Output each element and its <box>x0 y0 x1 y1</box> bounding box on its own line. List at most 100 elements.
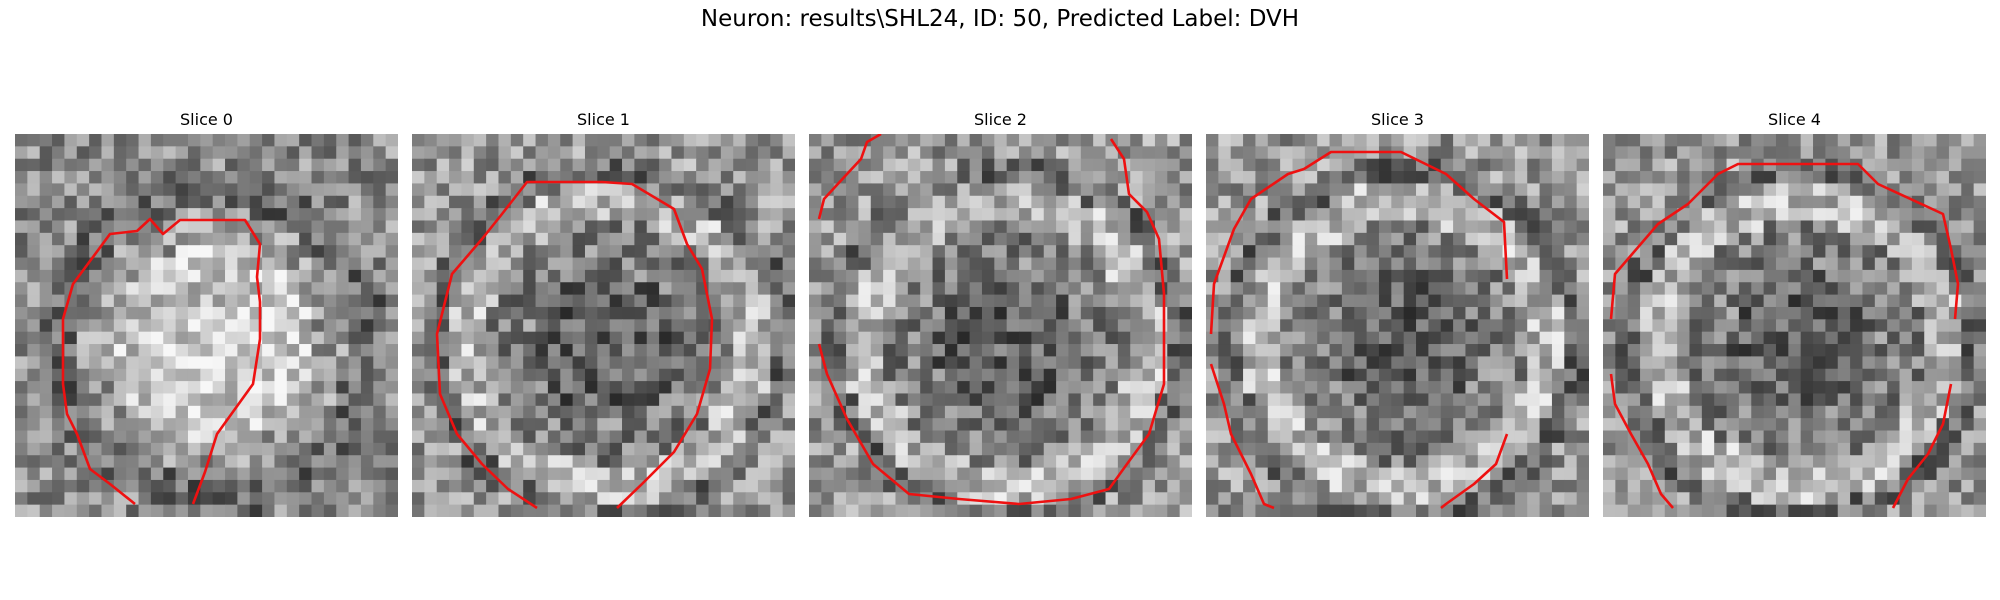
image-pixel <box>1391 245 1405 259</box>
image-pixel <box>907 183 921 197</box>
image-pixel <box>1775 232 1789 246</box>
image-pixel <box>1317 455 1331 469</box>
image-pixel <box>1899 294 1913 308</box>
image-pixel <box>1317 208 1331 222</box>
image-pixel <box>1117 504 1131 517</box>
image-pixel <box>1738 195 1752 209</box>
image-pixel <box>770 356 784 370</box>
image-pixel <box>1874 356 1888 370</box>
image-pixel <box>1105 245 1119 259</box>
image-pixel <box>1142 158 1156 172</box>
image-pixel <box>1366 430 1380 444</box>
image-pixel <box>1043 282 1057 296</box>
image-pixel <box>1874 294 1888 308</box>
image-pixel <box>126 418 140 432</box>
image-pixel <box>385 430 398 444</box>
image-pixel <box>1603 245 1616 259</box>
image-pixel <box>1726 134 1740 147</box>
image-pixel <box>720 245 734 259</box>
image-pixel <box>969 442 983 456</box>
image-pixel <box>1924 269 1938 283</box>
image-pixel <box>1440 467 1454 481</box>
image-pixel <box>385 418 398 432</box>
image-pixel <box>1056 405 1070 419</box>
image-pixel <box>1280 158 1294 172</box>
image-pixel <box>1973 269 1986 283</box>
image-pixel <box>1551 405 1565 419</box>
image-pixel <box>1664 455 1678 469</box>
image-pixel <box>163 208 177 222</box>
image-pixel <box>907 405 921 419</box>
image-pixel <box>1117 430 1131 444</box>
image-pixel <box>76 306 90 320</box>
image-pixel <box>1142 134 1156 147</box>
image-pixel <box>436 492 450 506</box>
image-pixel <box>671 381 685 395</box>
image-pixel <box>1689 393 1703 407</box>
image-pixel <box>101 368 115 382</box>
image-pixel <box>89 208 103 222</box>
image-pixel <box>809 393 822 407</box>
image-pixel <box>1304 381 1318 395</box>
image-pixel <box>659 146 673 160</box>
image-pixel <box>584 245 598 259</box>
image-pixel <box>1615 331 1629 345</box>
image-pixel <box>1936 306 1950 320</box>
image-pixel <box>360 430 374 444</box>
image-pixel <box>1490 269 1504 283</box>
image-pixel <box>1428 269 1442 283</box>
image-pixel <box>449 492 463 506</box>
image-pixel <box>1714 195 1728 209</box>
image-pixel <box>138 455 152 469</box>
image-pixel <box>1117 294 1131 308</box>
image-pixel <box>1354 282 1368 296</box>
image-pixel <box>547 344 561 357</box>
image-pixel <box>1378 232 1392 246</box>
image-pixel <box>1391 492 1405 506</box>
image-pixel <box>1130 282 1144 296</box>
image-pixel <box>1936 257 1950 271</box>
image-pixel <box>1862 306 1876 320</box>
image-pixel <box>846 467 860 481</box>
image-pixel <box>1019 455 1032 469</box>
image-pixel <box>1292 418 1306 432</box>
image-pixel <box>1527 134 1541 147</box>
image-pixel <box>113 331 127 345</box>
image-pixel <box>126 504 140 517</box>
image-pixel <box>39 356 53 370</box>
image-pixel <box>1403 430 1417 444</box>
image-pixel <box>64 479 78 493</box>
image-pixel <box>920 442 934 456</box>
image-pixel <box>1142 331 1156 345</box>
image-pixel <box>39 455 53 469</box>
image-pixel <box>622 393 635 407</box>
image-pixel <box>1341 344 1355 357</box>
image-pixel <box>1961 430 1975 444</box>
image-pixel <box>1788 356 1802 370</box>
image-pixel <box>498 146 512 160</box>
image-pixel <box>745 467 759 481</box>
image-pixel <box>52 479 66 493</box>
image-pixel <box>1031 134 1045 147</box>
image-pixel <box>1701 220 1715 234</box>
image-pixel <box>1825 319 1839 333</box>
image-pixel <box>584 467 598 481</box>
image-pixel <box>1267 220 1281 234</box>
image-pixel <box>1255 331 1269 345</box>
image-pixel <box>1117 134 1131 147</box>
image-pixel <box>1206 344 1219 357</box>
image-pixel <box>547 195 561 209</box>
image-pixel <box>89 158 103 172</box>
image-pixel <box>547 442 561 456</box>
image-pixel <box>373 467 387 481</box>
image-pixel <box>1652 405 1666 419</box>
image-pixel <box>163 195 177 209</box>
image-pixel <box>187 134 201 147</box>
image-pixel <box>1453 319 1467 333</box>
image-pixel <box>1366 393 1380 407</box>
image-pixel <box>1887 306 1901 320</box>
image-pixel <box>944 269 958 283</box>
image-pixel <box>498 220 512 234</box>
image-pixel <box>1800 319 1814 333</box>
image-pixel <box>1837 208 1851 222</box>
